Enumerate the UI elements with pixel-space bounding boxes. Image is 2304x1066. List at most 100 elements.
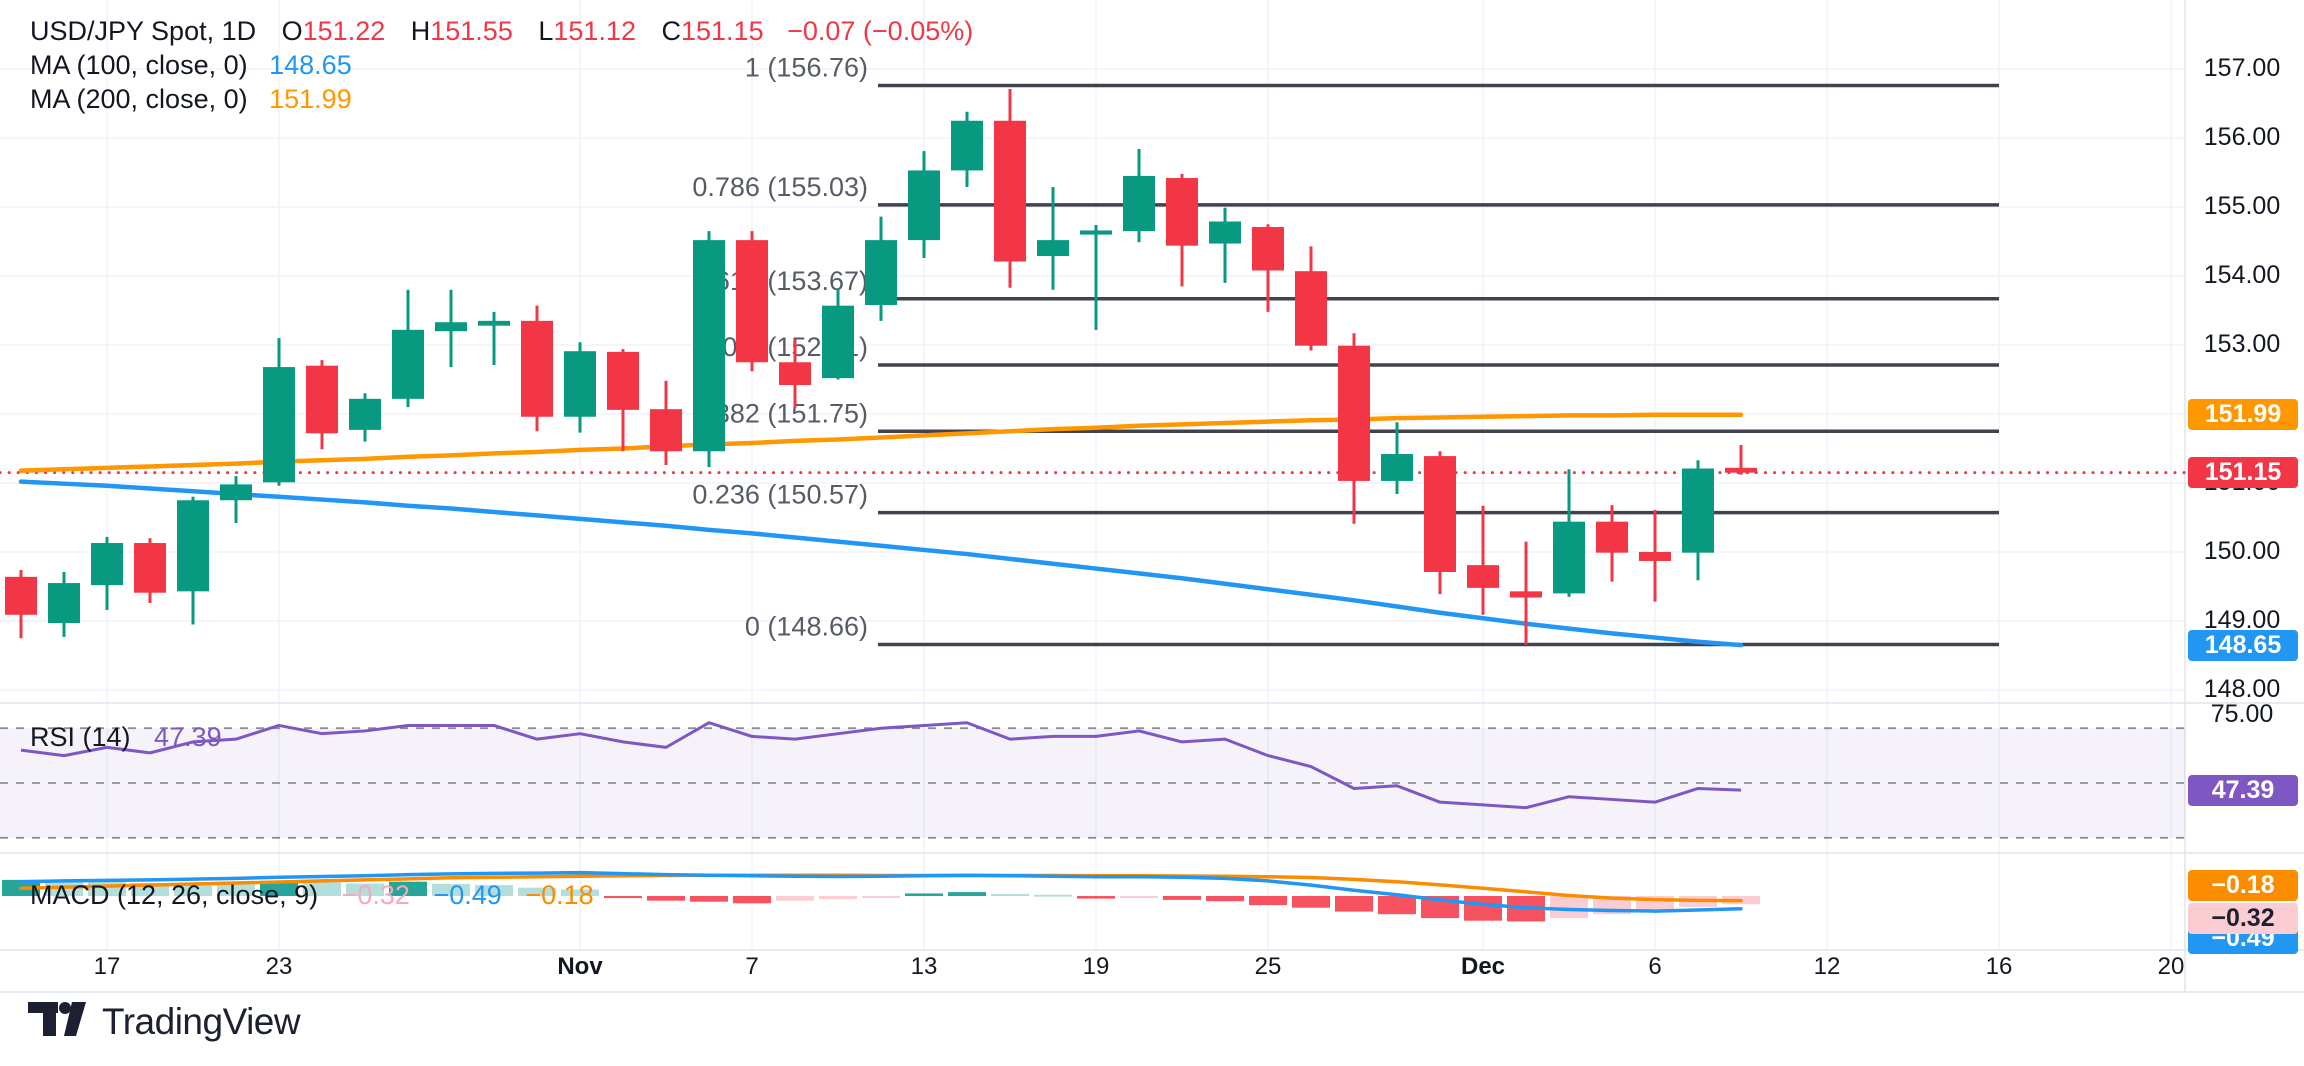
macd-hist-bar bbox=[1206, 896, 1244, 902]
time-axis-label-7: 7 bbox=[745, 953, 759, 980]
candle-body-Oct 28 bbox=[392, 329, 424, 399]
macd-hist-bar bbox=[346, 883, 384, 896]
candle-body-Oct 23 bbox=[263, 367, 295, 483]
ma100-label: MA (100, close, 0) bbox=[30, 50, 248, 80]
axis-badge-151.15: 151.15 bbox=[2188, 457, 2298, 489]
macd-hist-bar bbox=[260, 880, 298, 896]
candle-body-Nov 25 bbox=[1252, 227, 1284, 271]
candle-body-Nov 6 bbox=[693, 240, 725, 452]
time-axis-label-6: 6 bbox=[1648, 953, 1662, 980]
macd-line-value: −0.49 bbox=[433, 880, 502, 910]
macd-hist-bar bbox=[1292, 896, 1330, 908]
candle-body-Oct 21 bbox=[177, 500, 209, 592]
candle-body-Nov 1 bbox=[564, 351, 596, 417]
ma100-value: 148.65 bbox=[269, 50, 352, 80]
macd-legend[interactable]: MACD (12, 26, close, 9) −0.32 −0.49 −0.1… bbox=[30, 880, 594, 911]
candle-body-Oct 17 bbox=[91, 543, 123, 586]
candle-body-Dec 5 bbox=[1596, 521, 1628, 553]
fib-label: 0.786 (155.03) bbox=[692, 172, 868, 202]
macd-hist-bar bbox=[174, 883, 212, 896]
rsi-legend[interactable]: RSI (14) 47.39 bbox=[30, 722, 222, 753]
macd-hist-bar bbox=[905, 893, 943, 896]
tradingview-logo-text: TradingView bbox=[102, 1001, 301, 1042]
macd-hist-bar bbox=[475, 885, 513, 896]
candle-body-Oct 15 bbox=[5, 576, 37, 615]
macd-hist-value: −0.32 bbox=[341, 880, 410, 910]
candle-body-Oct 18 bbox=[134, 543, 166, 593]
macd-hist-bar bbox=[561, 889, 599, 896]
high-value: 151.55 bbox=[430, 16, 513, 46]
ma100-legend[interactable]: MA (100, close, 0) 148.65 bbox=[30, 50, 352, 81]
high-label: H bbox=[410, 16, 431, 46]
candle-body-Oct 31 bbox=[521, 320, 553, 417]
time-axis-label-23: 23 bbox=[265, 953, 293, 980]
macd-hist-bar bbox=[217, 884, 255, 896]
axis-badge-−0.32: −0.32 bbox=[2188, 902, 2298, 934]
candle-body-Nov 15 bbox=[994, 120, 1026, 262]
candle-body-Nov 14 bbox=[951, 120, 983, 171]
candle-body-Nov 22 bbox=[1209, 221, 1241, 244]
fib-label: 1 (156.76) bbox=[745, 53, 868, 83]
candle-body-Nov 20 bbox=[1123, 175, 1155, 232]
axis-badge-47.39: 47.39 bbox=[2188, 774, 2298, 806]
macd-hist-bar bbox=[1163, 896, 1201, 900]
candle-body-Dec 10 bbox=[1725, 467, 1757, 473]
candle-body-Nov 8 bbox=[779, 362, 811, 386]
macd-hist-bar bbox=[733, 896, 771, 904]
candle-body-Nov 27 bbox=[1338, 345, 1370, 481]
tradingview-logo-icon bbox=[28, 1002, 86, 1036]
candle-body-Oct 25 bbox=[349, 398, 381, 430]
macd-hist-bar bbox=[690, 896, 728, 902]
price-axis-label-154.00: 154.00 bbox=[2203, 261, 2281, 289]
open-value: 151.22 bbox=[302, 16, 386, 46]
candle-body-Dec 9 bbox=[1682, 468, 1714, 553]
price-axis-label-157.00: 157.00 bbox=[2203, 54, 2281, 82]
macd-hist-bar bbox=[819, 896, 857, 900]
ma200-legend[interactable]: MA (200, close, 0) 151.99 bbox=[30, 84, 352, 115]
time-axis-label-19: 19 bbox=[1082, 953, 1110, 980]
candle-body-Dec 4 bbox=[1553, 521, 1585, 594]
macd-label: MACD (12, 26, close, 9) bbox=[30, 880, 319, 910]
ma200-label: MA (200, close, 0) bbox=[30, 84, 248, 114]
time-axis-label-13: 13 bbox=[910, 953, 938, 980]
candle-body-Nov 13 bbox=[908, 170, 940, 241]
ma200-value: 151.99 bbox=[269, 84, 352, 114]
macd-hist-bar bbox=[1550, 896, 1588, 919]
candle-body-Oct 22 bbox=[220, 484, 252, 501]
fib-label: 0 (148.66) bbox=[745, 611, 868, 641]
candle-body-Dec 3 bbox=[1510, 591, 1542, 598]
ma200-line bbox=[18, 412, 1744, 473]
time-axis-label-Nov: Nov bbox=[557, 953, 603, 980]
macd-hist-bar bbox=[1077, 896, 1115, 899]
macd-hist-bar bbox=[948, 892, 986, 896]
price-axis-label-153.00: 153.00 bbox=[2203, 330, 2281, 358]
candle-body-Nov 11 bbox=[822, 305, 854, 379]
time-axis-label-16: 16 bbox=[1985, 953, 2013, 980]
candle-body-Nov 19 bbox=[1080, 230, 1112, 235]
time-axis-label-25: 25 bbox=[1254, 953, 1282, 980]
axis-badge-148.65: 148.65 bbox=[2188, 629, 2298, 661]
price-axis-label-155.00: 155.00 bbox=[2203, 192, 2281, 220]
candle-body-Oct 30 bbox=[478, 320, 510, 326]
candle-body-Nov 28 bbox=[1381, 454, 1413, 481]
macd-hist-bar bbox=[303, 882, 341, 896]
time-axis-label-17: 17 bbox=[93, 953, 121, 980]
macd-hist-bar bbox=[1335, 896, 1373, 912]
tradingview-logo[interactable]: TradingView bbox=[28, 1000, 301, 1044]
candle-body-Nov 18 bbox=[1037, 240, 1069, 256]
low-value: 151.12 bbox=[553, 16, 636, 46]
time-axis-label-20: 20 bbox=[2157, 953, 2185, 980]
macd-hist-bar bbox=[776, 896, 814, 901]
macd-hist-bar bbox=[518, 887, 556, 896]
candle-body-Oct 24 bbox=[306, 365, 338, 434]
macd-line bbox=[19, 870, 1743, 913]
symbol-title: USD/JPY Spot, 1D bbox=[30, 16, 257, 46]
rsi-label: RSI (14) bbox=[30, 722, 131, 752]
symbol-legend[interactable]: USD/JPY Spot, 1D O151.22 H151.55 L151.12… bbox=[30, 16, 973, 47]
price-axis-label-156.00: 156.00 bbox=[2203, 123, 2281, 151]
candle-body-Oct 16 bbox=[48, 583, 80, 624]
candle-body-Nov 29 bbox=[1424, 456, 1456, 573]
time-axis-label-12: 12 bbox=[1813, 953, 1841, 980]
